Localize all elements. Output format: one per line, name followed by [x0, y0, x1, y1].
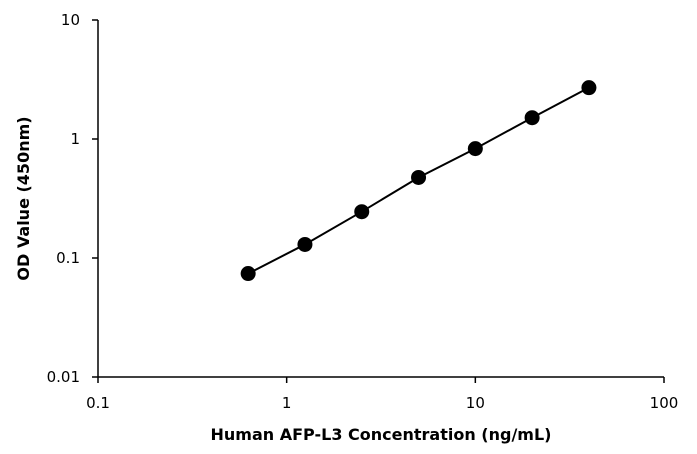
data-point [240, 266, 256, 282]
data-point [581, 80, 597, 96]
axes [97, 20, 664, 378]
x-tick-label: 10 [466, 394, 485, 412]
data-point [524, 110, 540, 126]
data-point [467, 141, 483, 157]
x-tick-label: 0.1 [86, 394, 110, 412]
x-tick-label: 100 [650, 394, 679, 412]
series-points [240, 80, 597, 282]
x-tick-label: 1 [282, 394, 292, 412]
x-axis-title: Human AFP-L3 Concentration (ng/mL) [211, 425, 552, 444]
data-point [297, 236, 313, 252]
y-tick-label: 0.01 [47, 368, 80, 386]
y-tick-label: 10 [61, 11, 80, 29]
data-point [411, 169, 427, 185]
y-tick-label: 0.1 [56, 249, 80, 267]
y-ticks: 0.01 0.1 1 10 [47, 11, 98, 386]
y-tick-label: 1 [70, 130, 80, 148]
y-axis-title: OD Value (450nm) [14, 116, 33, 280]
data-point [354, 204, 370, 220]
x-ticks: 0.1 1 10 100 [86, 377, 678, 412]
